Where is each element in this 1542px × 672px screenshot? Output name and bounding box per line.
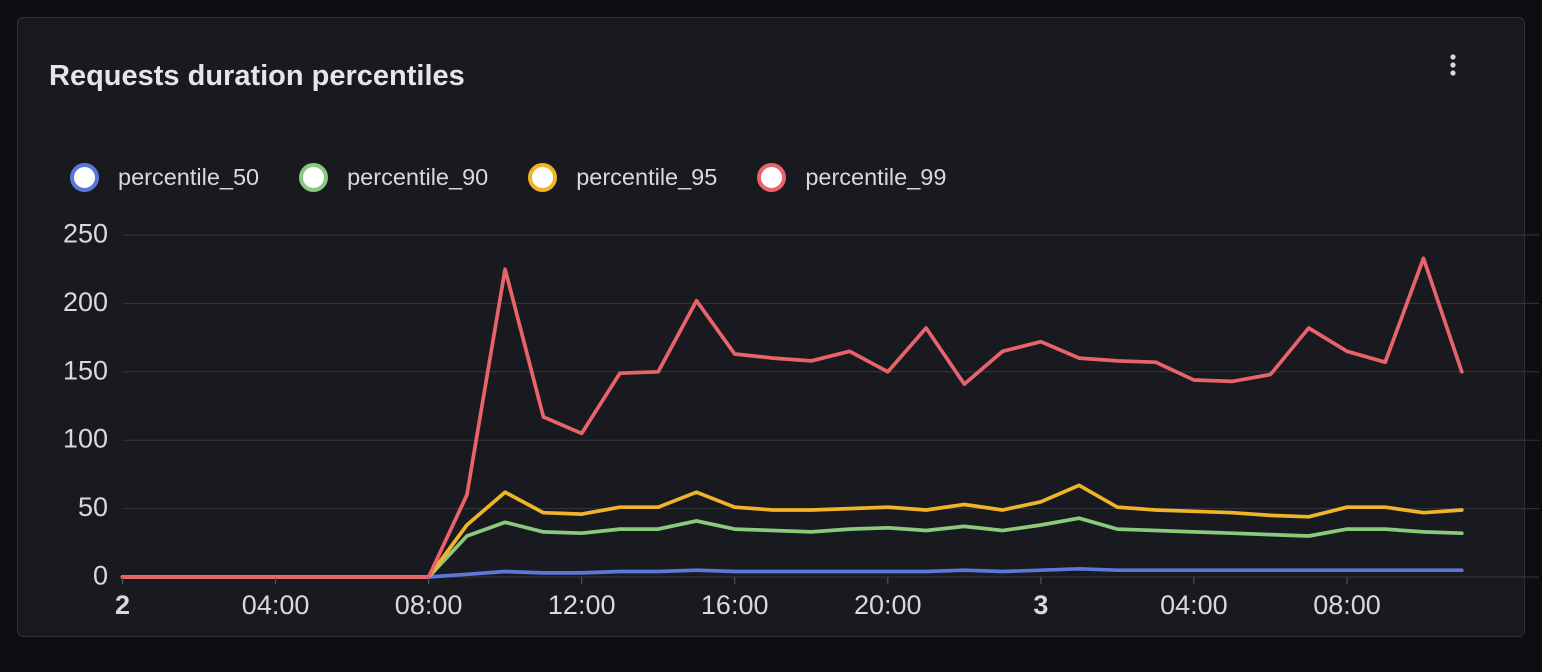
- svg-text:04:00: 04:00: [1160, 590, 1228, 620]
- svg-text:12:00: 12:00: [548, 590, 616, 620]
- svg-text:100: 100: [63, 424, 108, 454]
- svg-text:150: 150: [63, 355, 108, 385]
- svg-text:0: 0: [93, 561, 108, 591]
- svg-text:3: 3: [1033, 590, 1048, 620]
- svg-text:20:00: 20:00: [854, 590, 922, 620]
- svg-text:50: 50: [78, 492, 108, 522]
- svg-text:04:00: 04:00: [242, 590, 310, 620]
- svg-text:08:00: 08:00: [1313, 590, 1381, 620]
- svg-text:250: 250: [63, 219, 108, 249]
- svg-text:08:00: 08:00: [395, 590, 463, 620]
- svg-text:200: 200: [63, 287, 108, 317]
- svg-text:2: 2: [115, 590, 130, 620]
- svg-text:16:00: 16:00: [701, 590, 769, 620]
